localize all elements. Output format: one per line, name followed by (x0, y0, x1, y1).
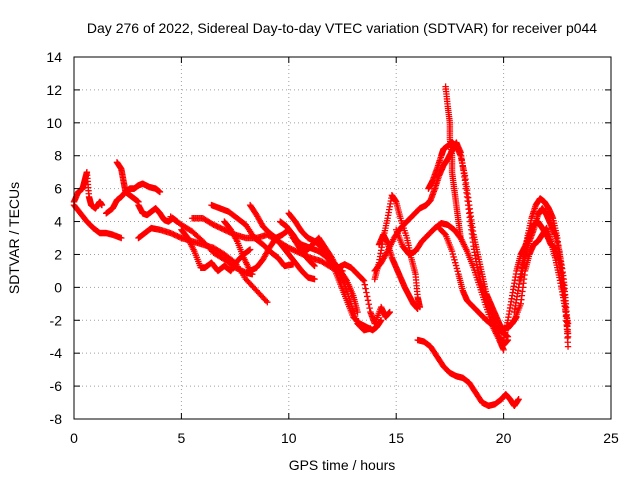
data-point (564, 320, 572, 327)
data-point (500, 346, 507, 354)
series-arc-15 (289, 234, 385, 334)
data-point (454, 268, 461, 275)
y-tick-label: -6 (50, 378, 63, 394)
series-arc-4 (113, 159, 164, 196)
data-point (262, 297, 270, 304)
y-tick-label: 6 (54, 181, 62, 197)
data-point (361, 281, 368, 288)
chart-title: Day 276 of 2022, Sidereal Day-to-day VTE… (87, 20, 597, 36)
y-tick-label: 12 (46, 82, 62, 98)
x-tick-labels: 0 5 10 15 20 25 (70, 430, 619, 446)
y-tick-label: 4 (54, 214, 62, 230)
y-tick-label: -2 (50, 312, 63, 328)
data-point (452, 262, 460, 269)
series-arc-1 (70, 168, 106, 212)
y-tick-label: 2 (54, 246, 62, 262)
data-point (366, 304, 373, 312)
x-tick-label: 10 (281, 430, 297, 446)
series-arc-28 (504, 224, 572, 332)
data-point (564, 343, 572, 350)
data-point (156, 188, 164, 196)
data-point (359, 276, 367, 284)
series-arc-23 (442, 83, 464, 242)
plot-frame (73, 56, 612, 420)
data-point (118, 234, 125, 242)
data-point (310, 261, 317, 269)
series-arc-12 (246, 201, 318, 283)
x-tick-label: 15 (388, 430, 404, 446)
data-point (360, 277, 368, 284)
y-tick-label: -8 (50, 411, 63, 427)
x-tick-label: 20 (496, 430, 512, 446)
x-tick-label: 0 (70, 430, 78, 446)
data-point (564, 330, 572, 337)
data-point (246, 246, 254, 253)
data-point (311, 262, 318, 270)
data-point (362, 285, 369, 292)
data-markers (70, 83, 572, 410)
series-arc-18 (375, 231, 421, 312)
data-point (450, 253, 457, 261)
series-arc-16 (328, 257, 393, 327)
x-tick-label: 25 (603, 430, 619, 446)
data-point (363, 289, 370, 296)
data-point (364, 293, 371, 300)
y-tick-label: 0 (54, 279, 62, 295)
series-arc-2 (70, 201, 125, 242)
data-point (364, 297, 372, 304)
data-point (414, 305, 421, 312)
series-arc-10 (208, 201, 297, 270)
data-point (451, 256, 458, 264)
series-arc-24 (414, 336, 522, 410)
data-point (377, 317, 385, 324)
data-point (515, 396, 522, 403)
series-arc-21 (425, 139, 512, 340)
data-point (365, 301, 373, 308)
data-point (448, 247, 456, 255)
y-tick-label: 8 (54, 148, 62, 164)
data-point (98, 201, 106, 209)
y-axis-label: SDTVAR / TECUs (6, 182, 22, 294)
y-tick-label: 10 (46, 115, 62, 131)
y-tick-labels: -8 -6 -4 -2 0 2 4 6 8 10 12 14 (46, 49, 62, 427)
data-point (457, 234, 464, 242)
data-point (386, 308, 393, 316)
data-point (504, 333, 512, 340)
data-point (449, 250, 457, 258)
axis-ticks (73, 56, 612, 420)
series-arc-3 (103, 188, 142, 217)
data-point (264, 298, 271, 306)
series-arc-17 (371, 192, 424, 311)
x-tick-label: 5 (178, 430, 186, 446)
data-point (311, 275, 318, 283)
y-tick-label: -4 (50, 345, 63, 361)
x-axis-label: GPS time / hours (289, 457, 396, 473)
data-point (452, 259, 459, 266)
data-point (233, 236, 240, 244)
data-point (354, 308, 361, 316)
data-point (453, 265, 461, 272)
y-tick-label: 14 (46, 49, 62, 65)
